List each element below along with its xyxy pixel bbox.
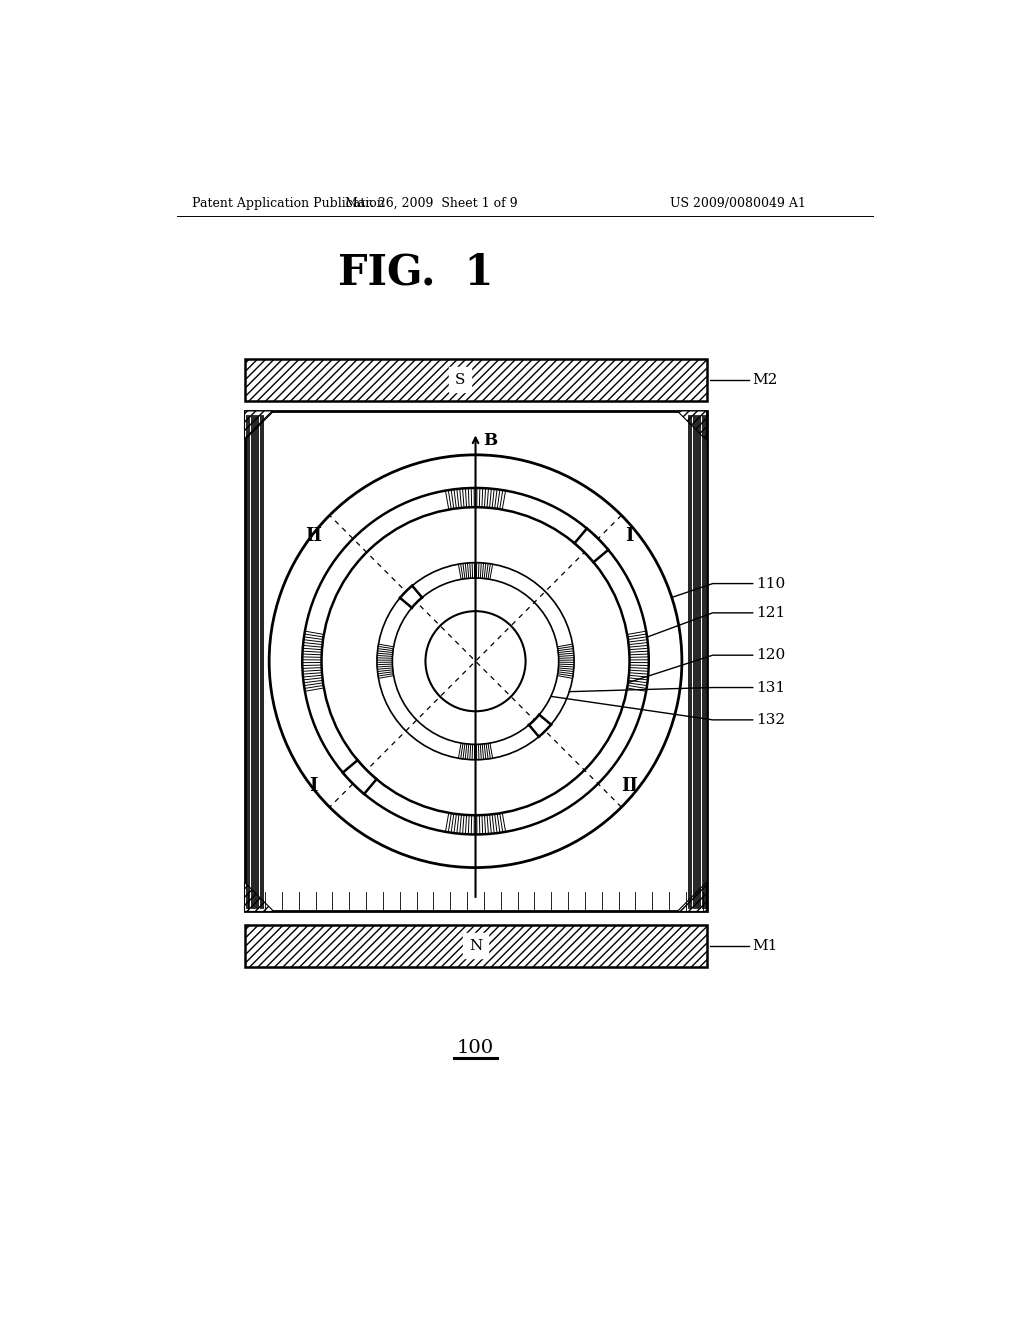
Text: II: II xyxy=(305,528,323,545)
Bar xyxy=(245,359,707,401)
Text: 132: 132 xyxy=(756,713,785,727)
Bar xyxy=(245,359,707,401)
Text: I: I xyxy=(309,777,318,795)
Polygon shape xyxy=(529,714,551,737)
Text: 120: 120 xyxy=(756,648,785,663)
Text: Mar. 26, 2009  Sheet 1 of 9: Mar. 26, 2009 Sheet 1 of 9 xyxy=(344,197,517,210)
Polygon shape xyxy=(245,411,273,441)
Polygon shape xyxy=(343,760,377,793)
Text: 110: 110 xyxy=(756,577,785,590)
Text: N: N xyxy=(469,939,482,953)
Bar xyxy=(245,411,707,911)
Text: FIG.  1: FIG. 1 xyxy=(338,251,494,293)
Text: S: S xyxy=(455,372,465,387)
Text: 121: 121 xyxy=(756,606,785,620)
Bar xyxy=(245,924,707,966)
Text: US 2009/0080049 A1: US 2009/0080049 A1 xyxy=(670,197,806,210)
Polygon shape xyxy=(245,882,273,911)
Polygon shape xyxy=(677,411,707,441)
Text: M2: M2 xyxy=(753,372,778,387)
Text: Patent Application Publication: Patent Application Publication xyxy=(193,197,385,210)
Polygon shape xyxy=(574,528,608,562)
Text: I: I xyxy=(626,528,634,545)
Text: II: II xyxy=(621,777,638,795)
Polygon shape xyxy=(400,586,422,607)
Text: 131: 131 xyxy=(756,681,785,694)
Bar xyxy=(245,924,707,966)
Polygon shape xyxy=(677,882,707,911)
Text: B: B xyxy=(483,432,498,449)
Text: 100: 100 xyxy=(457,1039,495,1057)
Text: M1: M1 xyxy=(753,939,778,953)
